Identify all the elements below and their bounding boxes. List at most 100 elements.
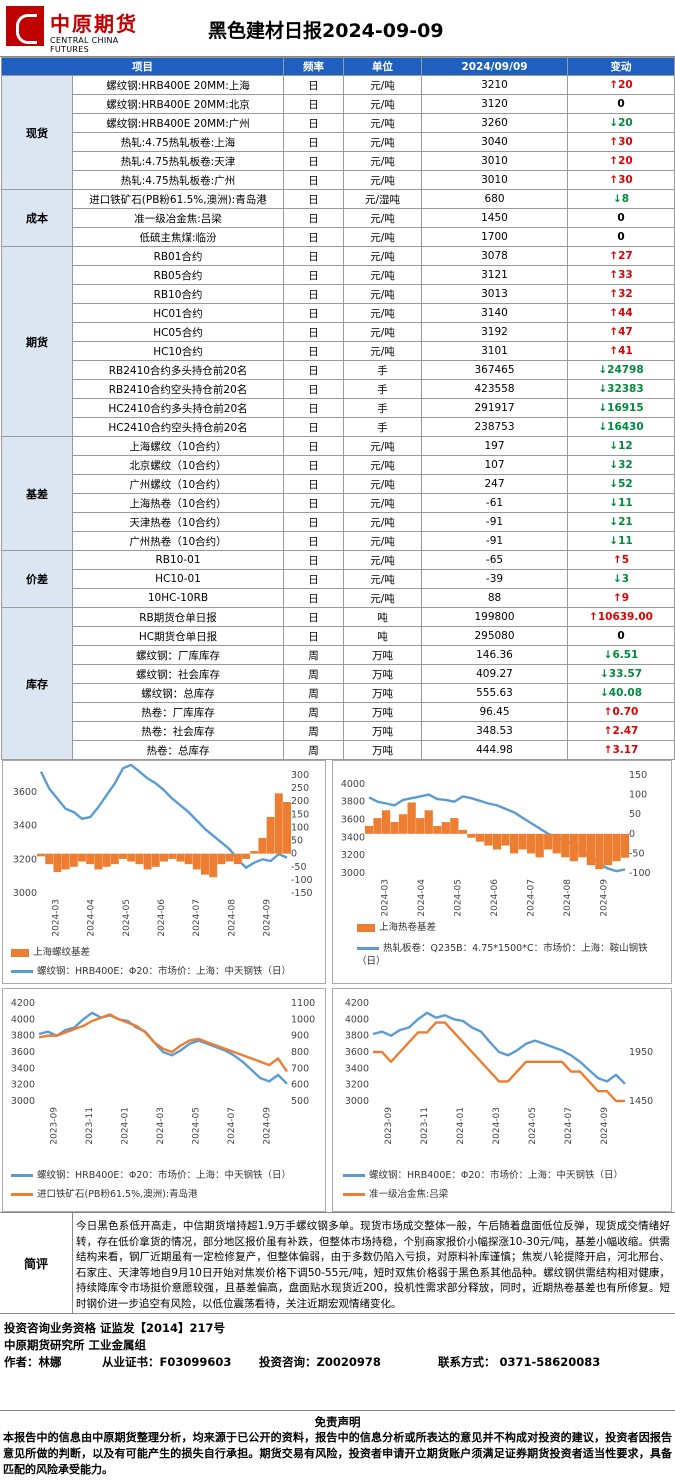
item-cell: 天津热卷（10合约） <box>72 512 284 532</box>
basis-area-bar <box>217 853 226 865</box>
basis-area-bar <box>102 853 111 867</box>
basis-area-bar <box>94 853 103 870</box>
x-tick-label: 2023-09 <box>50 1107 60 1145</box>
basis-area-bar <box>266 816 275 854</box>
table-row: 价差 RB10-01 日元/吨 -65 ↑5 <box>1 550 675 608</box>
change-cell: ↑44 <box>567 303 675 323</box>
change-value: 16430 <box>607 421 644 433</box>
table-row: HC期货仓单日报日吨 295080 0 <box>2 626 675 646</box>
unit-cell: 元/吨 <box>343 474 422 494</box>
item-cell: HC10-01 <box>72 569 284 589</box>
arrow-up-icon: ↑ <box>609 307 619 319</box>
frequency-cell: 日 <box>283 417 344 437</box>
y-right-tick-label: 1950 <box>629 1047 653 1058</box>
basis-area-bar <box>501 833 510 846</box>
change-cell: ↓32383 <box>567 379 675 399</box>
category-cell: 成本 <box>1 189 73 247</box>
item-cell: RB2410合约多头持仓前20名 <box>72 360 284 380</box>
frequency-cell: 日 <box>283 474 344 494</box>
item-cell: 热轧:4.75热轧板卷:上海 <box>72 132 284 152</box>
basis-area-bar <box>475 833 485 842</box>
value-cell: 423558 <box>421 379 568 399</box>
value-cell: 367465 <box>421 360 568 380</box>
x-tick-label: 2023-11 <box>85 1107 95 1145</box>
item-cell: 低硫主焦煤:临汾 <box>72 227 284 247</box>
basis-area-bar <box>274 793 283 854</box>
basis-area-bar <box>201 853 209 875</box>
series-line <box>38 1013 288 1073</box>
value-cell: 238753 <box>421 417 568 437</box>
series-line <box>38 1011 288 1085</box>
unit-cell: 元/吨 <box>343 227 422 247</box>
table-header-row: 项目 频率 单位 2024/09/09 变动 <box>1 57 675 76</box>
basis-area-bar <box>184 853 193 865</box>
value-cell: 3140 <box>421 303 568 323</box>
item-cell: 螺纹钢：社会库存 <box>72 664 284 684</box>
basis-area-bar <box>364 825 374 834</box>
x-tick-label: 2023-09 <box>384 1107 394 1145</box>
y-right-tick-label: 0 <box>291 849 297 860</box>
frequency-cell: 日 <box>283 607 344 627</box>
value-cell: 3260 <box>421 113 568 133</box>
change-value: 52 <box>618 478 633 490</box>
logo-mark-icon <box>6 6 44 46</box>
disclaimer-title: 免责声明 <box>314 1415 361 1429</box>
change-value: 0 <box>617 231 625 243</box>
table-row: 广州螺纹（10合约）日元/吨 247 ↓52 <box>2 474 675 494</box>
certificate-text: 从业证书：F03099603 <box>102 1355 232 1369</box>
table-row: RB2410合约空头持仓前20名日手 423558 ↓32383 <box>2 379 675 399</box>
basis-area-bar <box>135 853 144 865</box>
y-left-tick-label: 3200 <box>11 1080 35 1091</box>
frequency-cell: 日 <box>283 94 344 114</box>
charts-area: 3000 3200 3400 3600 -150 -100 -50 0 50 100 150 200 2… <box>0 760 675 1212</box>
frequency-cell: 周 <box>283 664 344 684</box>
item-cell: HC期货仓单日报 <box>72 626 284 646</box>
y-left-tick-label: 3600 <box>345 1047 369 1058</box>
frequency-cell: 日 <box>283 493 344 513</box>
unit-cell: 万吨 <box>343 645 422 665</box>
value-cell: 409.27 <box>421 664 568 684</box>
change-cell: ↓52 <box>567 474 675 494</box>
unit-cell: 元/吨 <box>343 531 422 551</box>
frequency-cell: 日 <box>283 512 344 532</box>
change-value: 0 <box>617 212 625 224</box>
item-cell: 螺纹钢：总库存 <box>72 683 284 703</box>
y-right-tick-label: 100 <box>291 822 309 833</box>
x-tick-label: 2024-06 <box>490 879 500 917</box>
logo-english-name: CENTRAL CHINA FUTURES <box>50 36 119 54</box>
table-row: HC05合约日元/吨 3192 ↑47 <box>2 322 675 342</box>
frequency-cell: 日 <box>283 265 344 285</box>
value-cell: 96.45 <box>421 702 568 722</box>
frequency-cell: 日 <box>283 588 344 608</box>
author-text: 作者：林娜 <box>4 1355 62 1369</box>
chart-rebar-coke-legend: 螺纹钢：HRB400E：Φ20：市场价：上海：中天钢铁（日） 准一级冶金焦:吕梁 <box>343 1169 623 1201</box>
arrow-up-icon: ↑ <box>603 744 613 756</box>
change-cell: ↓11 <box>567 531 675 551</box>
basis-area-bar <box>373 818 382 834</box>
change-cell: ↓12 <box>567 436 675 456</box>
basis-area-bar <box>433 825 442 834</box>
change-value: 40.08 <box>608 687 643 699</box>
arrow-up-icon: ↑ <box>612 554 622 566</box>
change-cell: 0 <box>567 626 675 646</box>
change-value: 0 <box>617 630 625 642</box>
item-cell: 螺纹钢:HRB400E 20MM:上海 <box>72 75 284 95</box>
basis-area-bar <box>192 853 201 870</box>
basis-area-bar <box>595 833 604 870</box>
y-left-tick-label: 3000 <box>11 1096 35 1107</box>
change-cell: 0 <box>567 227 675 247</box>
arrow-down-icon: ↓ <box>612 573 622 585</box>
basis-area-bar <box>518 833 527 850</box>
change-cell: ↑47 <box>567 322 675 342</box>
value-cell: -61 <box>421 493 568 513</box>
basis-area-bar <box>441 822 450 834</box>
change-cell: ↑30 <box>567 170 675 190</box>
basis-area-bar <box>233 853 242 865</box>
unit-cell: 手 <box>343 398 422 418</box>
x-tick-label: 2024-05 <box>528 1107 538 1145</box>
y-right-tick-label: -100 <box>629 868 651 879</box>
frequency-cell: 日 <box>283 303 344 323</box>
y-left-tick-label: 3600 <box>13 787 37 798</box>
legend-line-icon <box>11 970 33 973</box>
y-right-tick-label: 150 <box>291 809 309 820</box>
